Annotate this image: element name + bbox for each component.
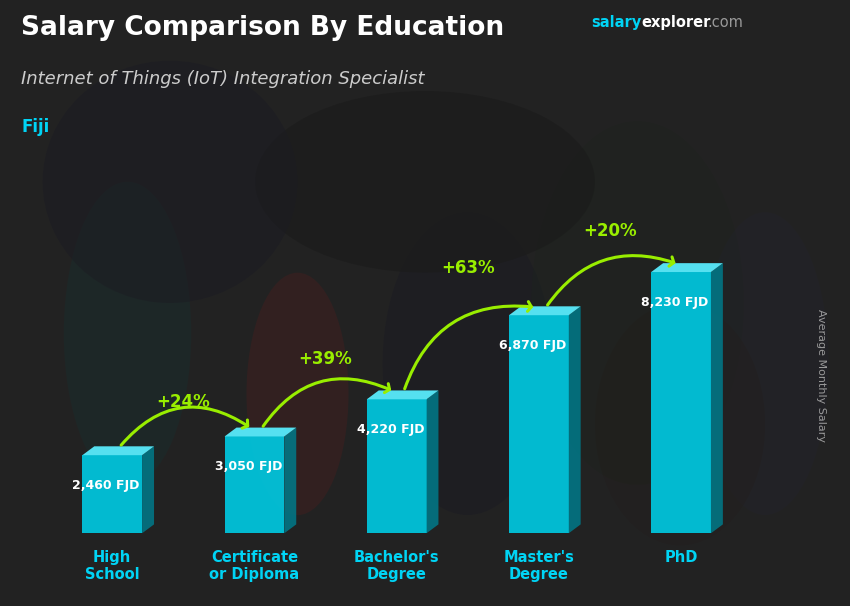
Text: 3,050 FJD: 3,050 FJD <box>214 461 282 473</box>
Ellipse shape <box>64 182 191 485</box>
Polygon shape <box>224 436 284 533</box>
Polygon shape <box>427 390 439 533</box>
Text: +63%: +63% <box>441 259 495 277</box>
Text: Fiji: Fiji <box>21 118 49 136</box>
Text: 2,460 FJD: 2,460 FJD <box>72 479 139 492</box>
Ellipse shape <box>255 91 595 273</box>
Polygon shape <box>711 263 722 533</box>
Text: Average Monthly Salary: Average Monthly Salary <box>816 309 826 442</box>
Ellipse shape <box>701 212 829 515</box>
Polygon shape <box>82 446 154 455</box>
Text: .com: .com <box>707 15 743 30</box>
Polygon shape <box>366 390 439 399</box>
Ellipse shape <box>246 273 348 515</box>
Polygon shape <box>651 272 711 533</box>
Text: +24%: +24% <box>156 393 210 411</box>
Ellipse shape <box>595 303 765 545</box>
Text: +20%: +20% <box>583 222 637 241</box>
Text: salary: salary <box>591 15 641 30</box>
Polygon shape <box>224 428 297 436</box>
Polygon shape <box>82 455 142 533</box>
Ellipse shape <box>382 212 552 515</box>
Text: explorer: explorer <box>641 15 711 30</box>
Ellipse shape <box>42 61 298 303</box>
Polygon shape <box>142 446 154 533</box>
Polygon shape <box>569 306 581 533</box>
Text: 6,870 FJD: 6,870 FJD <box>499 339 566 352</box>
Text: 4,220 FJD: 4,220 FJD <box>357 423 424 436</box>
Polygon shape <box>366 399 427 533</box>
Polygon shape <box>284 428 297 533</box>
Text: 8,230 FJD: 8,230 FJD <box>641 296 709 309</box>
Polygon shape <box>509 306 581 315</box>
Polygon shape <box>509 315 569 533</box>
Text: Salary Comparison By Education: Salary Comparison By Education <box>21 15 504 41</box>
Ellipse shape <box>531 121 744 485</box>
Text: Internet of Things (IoT) Integration Specialist: Internet of Things (IoT) Integration Spe… <box>21 70 425 88</box>
Polygon shape <box>651 263 722 272</box>
Text: +39%: +39% <box>298 350 353 368</box>
